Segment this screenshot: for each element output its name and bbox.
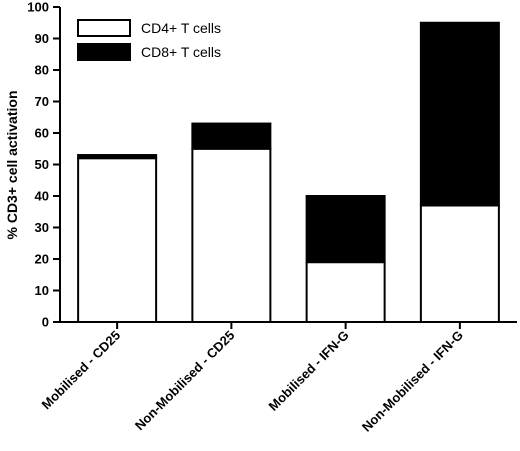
y-tick-label: 60 (35, 126, 49, 141)
y-tick-label: 10 (35, 283, 49, 298)
y-tick-label: 40 (35, 189, 49, 204)
bar-segment-cd8 (305, 195, 386, 264)
category-label: Non-Mobilised - IFN-G (359, 328, 466, 435)
bar-segment-cd4 (191, 147, 272, 323)
y-axis: 0 10 20 30 40 50 60 70 80 90 100 (27, 0, 61, 330)
y-tick-label: 80 (35, 63, 49, 78)
bar-segment-cd8 (77, 154, 158, 160)
bar-segment-cd8 (419, 21, 500, 207)
y-axis-title: % CD3+ cell activation (4, 90, 20, 239)
legend-label: CD4+ T cells (141, 20, 221, 36)
y-tick-label: 50 (35, 157, 49, 172)
y-tick-label: 0 (42, 315, 49, 330)
legend-swatch-cd8 (77, 43, 131, 61)
y-tick-label: 90 (35, 31, 49, 46)
y-tick-label: 70 (35, 94, 49, 109)
category-label: Mobilised - IFN-G (266, 328, 352, 414)
legend: CD4+ T cells CD8+ T cells (77, 19, 221, 61)
y-tick-label: 30 (35, 220, 49, 235)
legend-swatch-cd4 (77, 19, 131, 37)
bar-segment-cd4 (419, 204, 500, 323)
bars (77, 21, 500, 323)
bar-segment-cd4 (305, 261, 386, 323)
category-label: Mobilised - CD25 (39, 328, 124, 413)
category-labels: Mobilised - CD25 Non-Mobilised - CD25 Mobi… (39, 328, 466, 435)
y-tick-label: 100 (27, 0, 49, 15)
bar-segment-cd4 (77, 157, 158, 323)
legend-label: CD8+ T cells (141, 44, 221, 60)
y-tick-label: 20 (35, 252, 49, 267)
category-label: Non-Mobilised - CD25 (132, 328, 238, 434)
bar-segment-cd8 (191, 122, 272, 150)
x-axis (59, 321, 517, 329)
